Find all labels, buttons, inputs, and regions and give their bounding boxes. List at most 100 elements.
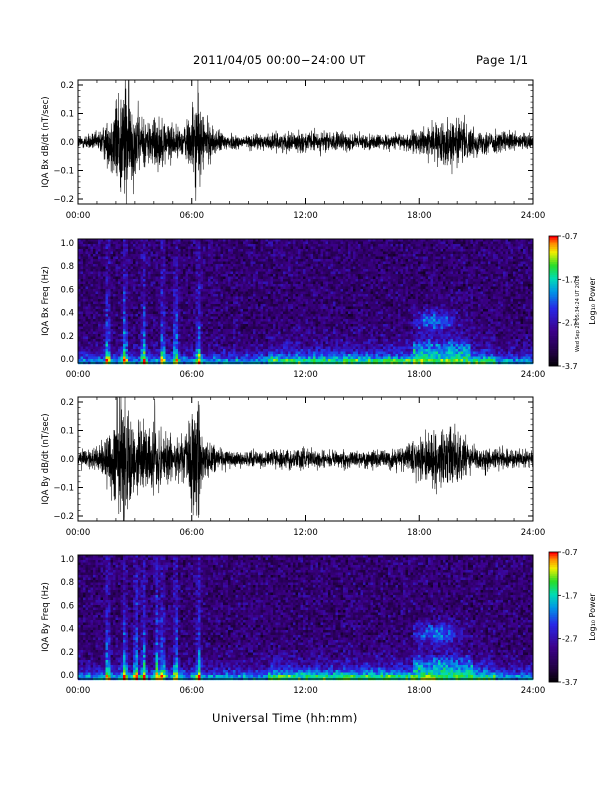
spectrogram-cell [110, 279, 114, 282]
spectrogram-cell [260, 276, 264, 280]
spectrogram-cell [240, 301, 244, 305]
spectrogram-cell [218, 311, 221, 315]
spectrogram-cell [263, 349, 266, 352]
spectrogram-cell [83, 319, 86, 322]
spectrogram-cell [215, 259, 219, 262]
spectrogram-cell [205, 356, 209, 360]
spectrogram-cell [253, 279, 256, 282]
spectrogram-cell [278, 314, 281, 317]
spectrogram-cell [130, 329, 134, 332]
spectrogram-cell [265, 271, 269, 275]
spectrogram-cell [80, 289, 84, 292]
spectrogram-cell [288, 356, 291, 360]
spectrogram-cell [163, 246, 166, 250]
spectrogram-cell [148, 311, 151, 315]
spectrogram-cell [188, 324, 191, 327]
spectrogram-cell [313, 244, 316, 247]
spectrogram-cell [170, 336, 174, 340]
spectrogram-cell [218, 326, 221, 330]
spectrogram-cell [115, 244, 119, 247]
spectrogram-cell [100, 279, 104, 282]
spectrogram-cell [273, 249, 276, 252]
spectrogram-cell [265, 291, 269, 295]
spectrogram-cell [113, 291, 116, 295]
spectrogram-cell [118, 356, 121, 360]
spectrogram-cell [95, 329, 99, 332]
spectrogram-cell [270, 304, 274, 307]
spectrogram-cell [115, 284, 119, 287]
spectrogram-cell [178, 341, 181, 345]
spectrogram-cell [275, 356, 279, 360]
spectrogram-cell [115, 271, 119, 275]
spectrogram-cell [113, 259, 116, 262]
spectrogram-cell [283, 289, 286, 292]
spectrogram-cell [183, 301, 186, 305]
spectrogram-cell [230, 339, 234, 342]
spectrogram-cell [110, 284, 114, 287]
spectrogram-cell [133, 256, 136, 260]
spectrogram-cell [275, 281, 279, 285]
spectrogram-cell [158, 301, 161, 305]
spectrogram-cell [125, 301, 129, 305]
spectrogram-cell [220, 316, 224, 320]
spectrogram-cell [128, 316, 131, 320]
spectrogram-cell [103, 274, 106, 277]
spectrogram-cell [155, 336, 159, 340]
spectrogram-cell [185, 251, 189, 255]
spectrogram-cell [213, 319, 216, 322]
spectrogram-cell [245, 314, 249, 317]
spectrogram-cell [275, 339, 279, 342]
spectrogram-cell [228, 279, 231, 282]
spectrogram-cell [265, 274, 269, 277]
spectrogram-cell [108, 341, 111, 345]
spectrogram-cell [213, 334, 216, 337]
spectrogram-cell [143, 274, 146, 277]
spectrogram-cell [115, 314, 119, 317]
spectrogram-cell [313, 266, 316, 270]
spectrogram-cell [158, 346, 161, 350]
spectrogram-cell [183, 251, 186, 255]
spectrogram-cell [190, 334, 194, 337]
spectrogram-cell [193, 339, 196, 342]
spectrogram-cell [165, 256, 169, 260]
y-tick-label: 0.2 [60, 81, 74, 91]
spectrogram-cell [138, 319, 141, 322]
spectrogram-cell [235, 331, 239, 335]
spectrogram-cell [193, 246, 196, 250]
spectrogram-cell [143, 271, 146, 275]
spectrogram-cell [90, 284, 94, 287]
spectrogram-cell [150, 279, 154, 282]
spectrogram-cell [85, 254, 89, 257]
spectrogram-cell [225, 279, 229, 282]
spectrogram-cell [133, 314, 136, 317]
spectrogram-cell [108, 356, 111, 360]
spectrogram-cell [108, 334, 111, 337]
spectrogram-cell [120, 319, 124, 322]
spectrogram-cell [230, 259, 234, 262]
spectrogram-cell [245, 316, 249, 320]
spectrogram-cell [283, 339, 286, 342]
spectrogram-cell [303, 331, 306, 335]
spectrogram-cell [313, 289, 316, 292]
spectrogram-cell [133, 334, 136, 337]
spectrogram-cell [295, 289, 299, 292]
spectrogram-cell [280, 266, 284, 270]
spectrogram-cell [298, 286, 301, 290]
spectrogram-cell [205, 324, 209, 327]
spectrogram-cell [193, 346, 196, 350]
spectrogram-cell [90, 346, 94, 350]
spectrogram-cell [83, 244, 86, 247]
spectrogram-cell [250, 279, 254, 282]
spectrogram-cell [115, 279, 119, 282]
spectrogram-cell [115, 326, 119, 330]
spectrogram-cell [208, 301, 211, 305]
spectrogram-cell [300, 326, 304, 330]
spectrogram-cell [170, 319, 174, 322]
spectrogram-cell [200, 306, 204, 310]
spectrogram-cell [125, 299, 129, 302]
spectrogram-cell [83, 246, 86, 250]
spectrogram-cell [300, 359, 304, 362]
spectrogram-cell [315, 244, 319, 247]
spectrogram-cell [195, 264, 199, 267]
spectrogram-cell [100, 286, 104, 290]
